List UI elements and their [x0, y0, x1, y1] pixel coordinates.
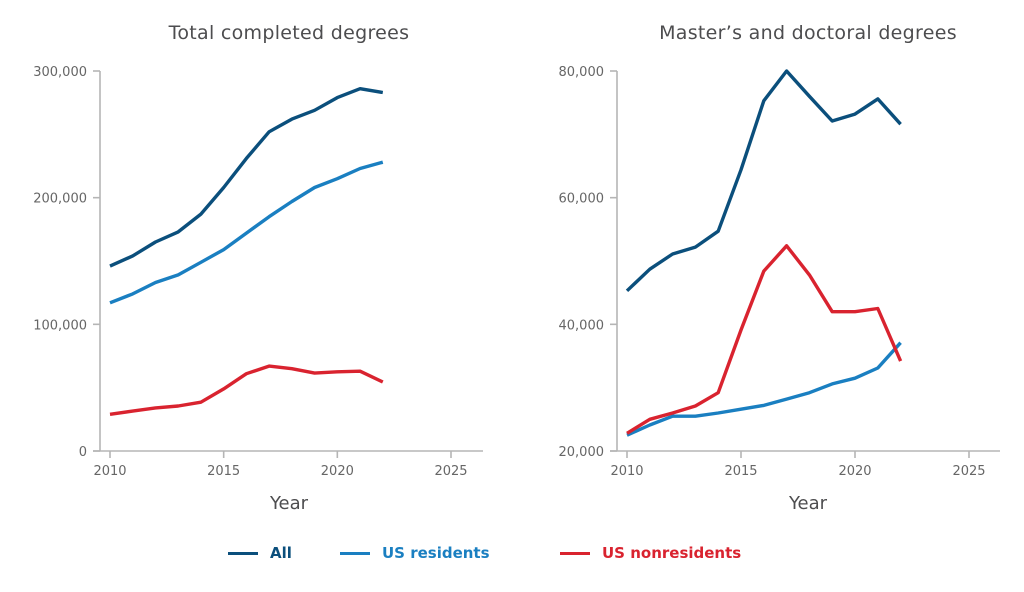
chart-title: Total completed degrees [168, 22, 410, 44]
series-line-us-residents [626, 341, 902, 437]
legend-label: US residents [382, 544, 490, 562]
series-line-us-nonresidents [626, 244, 903, 435]
x-tick-label: 2020 [838, 464, 871, 479]
x-tick-label: 2025 [434, 464, 467, 479]
series-line-all [625, 69, 902, 293]
legend-label: US nonresidents [602, 544, 742, 562]
y-tick-label: 40,000 [559, 318, 605, 333]
y-tick-label: 0 [79, 445, 87, 460]
x-axis-title: Year [269, 493, 309, 514]
x-tick-label: 2015 [207, 464, 240, 479]
y-tick-label: 80,000 [559, 65, 605, 80]
y-tick-label: 20,000 [559, 445, 605, 460]
legend: All US residents US nonresidents [0, 540, 1024, 566]
x-axis: 2010 2015 2020 2025 [93, 450, 483, 479]
x-tick-label: 2010 [93, 464, 126, 479]
series-lines [109, 86, 384, 416]
x-axis: 2010 2015 2020 2025 [610, 450, 1000, 479]
chart-title: Master’s and doctoral degrees [659, 22, 957, 44]
chart-panel-total-completed-degrees: Total completed degrees 0 100,000 200,000 3… [33, 22, 483, 514]
y-axis: 0 100,000 200,000 300,000 [33, 65, 101, 460]
series-line-us-residents [109, 160, 384, 305]
x-tick-label: 2010 [610, 464, 643, 479]
x-tick-label: 2015 [724, 464, 757, 479]
legend-swatch-us-nonresidents [560, 551, 590, 555]
chart-panel-masters-doctoral-degrees: Master’s and doctoral degrees 20,000 40,0… [559, 22, 1000, 514]
legend-label: All [270, 544, 292, 562]
legend-swatch-us-residents [340, 551, 370, 555]
series-lines [625, 69, 903, 437]
legend-item-us-residents[interactable]: US residents [340, 540, 490, 566]
legend-item-all[interactable]: All [228, 540, 292, 566]
series-line-all [109, 86, 384, 268]
y-tick-label: 300,000 [33, 65, 87, 80]
legend-swatch-all [228, 551, 258, 555]
series-line-us-nonresidents [109, 364, 384, 416]
y-axis: 20,000 40,000 60,000 80,000 [559, 65, 618, 460]
x-tick-label: 2025 [952, 464, 985, 479]
y-tick-label: 100,000 [33, 318, 87, 333]
y-tick-label: 60,000 [559, 192, 605, 207]
x-tick-label: 2020 [321, 464, 354, 479]
legend-item-us-nonresidents[interactable]: US nonresidents [560, 540, 741, 566]
x-axis-title: Year [788, 493, 828, 514]
y-tick-label: 200,000 [33, 192, 87, 207]
